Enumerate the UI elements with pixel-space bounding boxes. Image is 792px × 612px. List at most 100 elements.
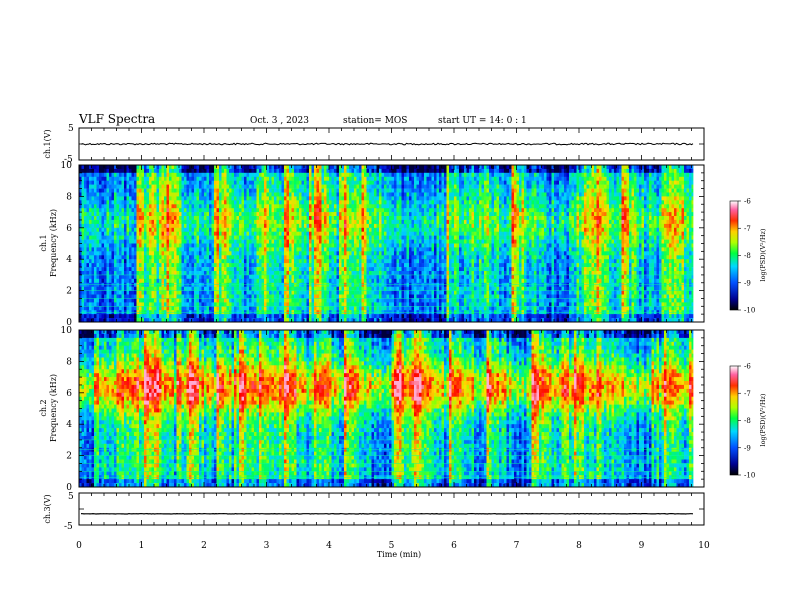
spectrogram-cell xyxy=(211,168,215,174)
spectrogram-cell xyxy=(131,196,135,201)
spectrogram-cell xyxy=(171,255,175,260)
spectrogram-cell xyxy=(374,208,377,213)
spectrogram-cell xyxy=(361,251,365,256)
spectrogram-cell xyxy=(264,165,267,170)
spectrogram-cell xyxy=(236,243,240,248)
spectrogram-cell xyxy=(221,212,225,217)
spectrogram-cell xyxy=(261,263,265,268)
spectrogram-cell xyxy=(126,172,130,178)
spectrogram-cell xyxy=(104,263,107,268)
spectrogram-cell xyxy=(294,247,297,252)
spectrogram-cell xyxy=(231,290,235,295)
spectrogram-cell xyxy=(176,188,180,193)
spectrogram-cell xyxy=(114,318,117,323)
spectrogram-cell xyxy=(341,172,345,178)
spectrogram-cell xyxy=(191,184,195,189)
spectrogram-cell xyxy=(294,180,297,185)
spectrogram-cell xyxy=(179,200,182,205)
spectrogram-cell xyxy=(366,188,370,193)
spectrogram-cell xyxy=(366,267,370,272)
spectrogram-cell xyxy=(246,172,250,178)
spectrogram-cell xyxy=(204,212,207,217)
spectrogram-cell xyxy=(111,176,115,182)
spectrogram-cell xyxy=(299,282,302,288)
spectrogram-cell xyxy=(201,267,205,272)
spectrogram-cell xyxy=(294,318,297,323)
spectrogram-cell xyxy=(361,298,365,303)
spectrogram-cell xyxy=(174,176,177,182)
spectrogram-cell xyxy=(286,318,290,323)
spectrogram-cell xyxy=(139,298,142,303)
spectrogram-cell xyxy=(239,172,242,178)
spectrogram-cell xyxy=(184,180,187,185)
spectrogram-cell xyxy=(131,314,135,319)
spectrogram-cell xyxy=(341,212,345,217)
spectrogram-cell xyxy=(196,255,200,260)
spectrogram-cell xyxy=(156,278,160,284)
spectrogram-cell xyxy=(144,294,147,299)
spectrogram-cell xyxy=(171,318,175,323)
spectrogram-cell xyxy=(359,263,362,268)
spectrogram-cell xyxy=(201,188,205,193)
spectrogram-cell xyxy=(199,184,202,189)
spectrogram-cell xyxy=(114,290,117,295)
spectrogram-cell xyxy=(246,204,250,209)
spectrogram-cell xyxy=(214,318,217,323)
spectrogram-cell xyxy=(206,235,210,240)
spectrogram-cell xyxy=(79,255,82,260)
spectrogram-cell xyxy=(101,231,105,236)
spectrogram-cell xyxy=(326,168,330,174)
spectrogram-cell xyxy=(241,208,245,213)
spectrogram-cell xyxy=(319,239,322,244)
spectrogram-cell xyxy=(236,314,240,319)
spectrogram-cell xyxy=(366,255,370,260)
spectrogram-cell xyxy=(106,188,110,193)
spectrogram-cell xyxy=(209,263,212,268)
spectrogram-cell xyxy=(81,168,85,174)
spectrogram-cell xyxy=(131,227,135,233)
spectrogram-cell xyxy=(294,227,297,233)
spectrogram-cell xyxy=(146,184,150,189)
spectrogram-cell xyxy=(79,259,82,264)
spectrogram-cell xyxy=(269,200,272,205)
spectrogram-cell xyxy=(119,216,122,221)
spectrogram-cell xyxy=(279,216,282,221)
spectrogram-cell xyxy=(79,204,82,209)
spectrogram-cell xyxy=(359,216,362,221)
spectrogram-cell xyxy=(254,165,257,170)
spectrogram-cell xyxy=(166,235,170,240)
spectrogram-cell xyxy=(214,208,217,213)
spectrogram-cell xyxy=(134,318,137,323)
spectrogram-cell xyxy=(191,212,195,217)
spectrogram-cell xyxy=(336,306,340,311)
spectrogram-cell xyxy=(349,278,352,284)
spectrogram-cell xyxy=(334,278,337,284)
spectrogram-cell xyxy=(329,294,332,299)
spectrogram-cell xyxy=(131,282,135,288)
spectrogram-cell xyxy=(104,302,107,307)
spectrogram-cell xyxy=(286,243,290,248)
spectrogram-cell xyxy=(309,188,312,193)
spectrogram-cell xyxy=(89,176,92,182)
spectrogram-cell xyxy=(311,239,315,244)
spectrogram-cell xyxy=(149,318,152,323)
spectrogram-cell xyxy=(84,286,87,291)
spectrogram-cell xyxy=(316,192,320,197)
spectrogram-cell xyxy=(129,172,132,178)
spectrogram-cell xyxy=(284,180,287,185)
spectrogram-cell xyxy=(209,274,212,280)
spectrogram-cell xyxy=(146,239,150,244)
spectrogram-cell xyxy=(274,208,277,213)
spectrogram-cell xyxy=(194,290,197,295)
spectrogram-cell xyxy=(99,192,102,197)
spectrogram-cell xyxy=(144,219,147,225)
spectrogram-cell xyxy=(301,168,305,174)
spectrogram-cell xyxy=(354,235,357,240)
spectrogram-cell xyxy=(349,219,352,225)
spectrogram-cell xyxy=(266,223,270,229)
spectrogram-cell xyxy=(249,247,252,252)
spectrogram-cell xyxy=(144,318,147,323)
spectrogram-cell xyxy=(271,302,275,307)
spectrogram-cell xyxy=(159,239,162,244)
spectrogram-cell xyxy=(364,302,367,307)
